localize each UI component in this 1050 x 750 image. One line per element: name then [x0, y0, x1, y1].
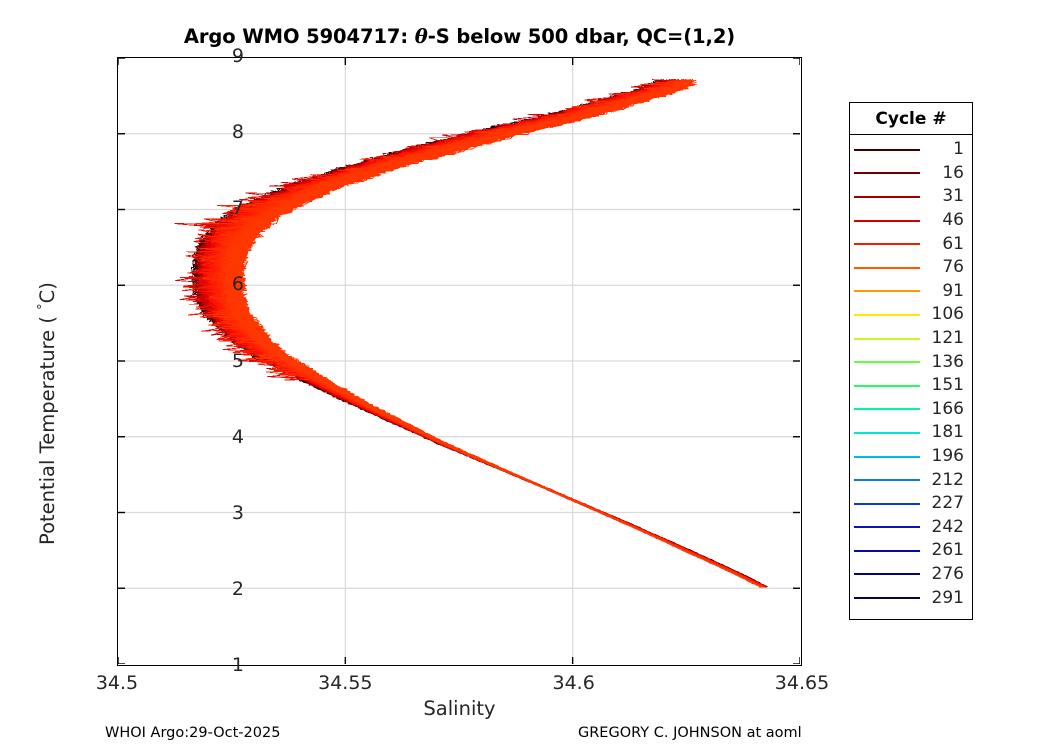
legend-item-label: 151	[931, 375, 964, 396]
legend-color-swatch	[854, 549, 920, 552]
legend-item[interactable]: 212	[850, 468, 972, 492]
legend-title: Cycle #	[850, 103, 972, 135]
y-axis-label-prefix: Potential Temperature (	[36, 309, 60, 545]
legend-item[interactable]: 121	[850, 327, 972, 351]
y-tick-label: 2	[231, 577, 244, 600]
legend-color-swatch	[854, 313, 920, 316]
legend-item-label: 76	[942, 257, 964, 278]
legend-color-swatch	[854, 148, 920, 151]
y-tick-label: 3	[231, 501, 244, 524]
legend-item-label: 106	[931, 304, 964, 325]
legend-color-swatch	[854, 431, 920, 434]
legend-items: 1 16 31 46 61 76 91 106 121 136 151 166 181 196 212 227…	[850, 135, 972, 610]
legend-item-label: 16	[942, 162, 964, 183]
legend-color-swatch	[854, 266, 920, 269]
y-axis-label: Potential Temperature ( °C)	[36, 282, 59, 545]
legend-item[interactable]: 181	[850, 421, 972, 445]
legend-item-label: 181	[931, 422, 964, 443]
chart-title-suffix: -S below 500 dbar, QC=(1,2)	[427, 25, 736, 48]
x-tick-label: 34.55	[318, 672, 373, 694]
y-axis-label-suffix: C)	[36, 282, 60, 304]
legend-item-label: 261	[931, 540, 964, 561]
legend-color-swatch	[854, 243, 920, 246]
legend-item-label: 166	[931, 398, 964, 419]
legend-item-label: 196	[931, 446, 964, 467]
x-tick-label: 34.6	[552, 672, 595, 694]
legend-item-label: 1	[953, 139, 964, 160]
legend-color-swatch	[854, 479, 920, 482]
legend-item[interactable]: 46	[850, 209, 972, 233]
legend-item[interactable]: 91	[850, 280, 972, 304]
y-tick-label: 9	[231, 45, 244, 67]
y-tick-label: 6	[231, 273, 244, 296]
legend-item[interactable]: 76	[850, 256, 972, 280]
legend-item-label: 212	[931, 469, 964, 490]
legend-item-label: 136	[931, 351, 964, 372]
y-tick-label: 4	[231, 425, 244, 448]
legend-color-swatch	[854, 455, 920, 458]
legend-item[interactable]: 166	[850, 398, 972, 422]
legend-color-swatch	[854, 502, 920, 505]
legend-item[interactable]: 151	[850, 374, 972, 398]
legend-color-swatch	[854, 172, 920, 175]
legend-item-label: 291	[931, 587, 964, 608]
legend-item-label: 91	[942, 280, 964, 301]
legend-item-label: 121	[931, 328, 964, 349]
theta-symbol: θ	[414, 25, 428, 48]
chart-title-prefix: Argo WMO 5904717:	[183, 25, 415, 48]
x-tick-label: 34.65	[774, 672, 830, 694]
legend-item-label: 227	[931, 493, 964, 514]
legend-item-label: 242	[931, 516, 964, 537]
legend-item-label: 31	[942, 186, 964, 207]
plot-area	[117, 57, 802, 666]
legend-item-label: 276	[931, 563, 964, 584]
legend-item[interactable]: 136	[850, 350, 972, 374]
x-axis-label: Salinity	[423, 697, 496, 720]
legend-color-swatch	[854, 361, 920, 364]
legend-item[interactable]: 106	[850, 303, 972, 327]
legend-item[interactable]: 16	[850, 162, 972, 186]
legend-item[interactable]: 1	[850, 138, 972, 162]
x-tick-label: 34.5	[95, 672, 139, 694]
theta-s-plot	[118, 58, 800, 664]
y-tick-label: 5	[231, 349, 244, 372]
footer-left: WHOI Argo:29-Oct-2025	[105, 725, 281, 741]
degree-symbol: °	[36, 303, 51, 310]
legend-item[interactable]: 291	[850, 586, 972, 610]
legend-color-swatch	[854, 290, 920, 293]
legend-color-swatch	[854, 526, 920, 529]
y-tick-label: 7	[231, 197, 244, 220]
y-tick-label: 1	[231, 654, 244, 676]
legend-item[interactable]: 227	[850, 492, 972, 516]
legend-color-swatch	[854, 384, 920, 387]
legend: Cycle # 1 16 31 46 61 76 91 106 121 136 151 166 181 1…	[849, 102, 973, 620]
legend-color-swatch	[854, 597, 920, 600]
legend-item[interactable]: 242	[850, 516, 972, 540]
legend-item[interactable]: 261	[850, 539, 972, 563]
legend-item-label: 61	[942, 233, 964, 254]
legend-item-label: 46	[942, 210, 964, 231]
legend-color-swatch	[854, 219, 920, 222]
legend-color-swatch	[854, 195, 920, 198]
legend-item[interactable]: 31	[850, 185, 972, 209]
legend-item[interactable]: 276	[850, 563, 972, 587]
chart-title: Argo WMO 5904717: θ-S below 500 dbar, QC…	[117, 25, 802, 48]
legend-color-swatch	[854, 337, 920, 340]
y-tick-label: 8	[231, 121, 244, 144]
legend-item[interactable]: 196	[850, 445, 972, 469]
legend-color-swatch	[854, 408, 920, 411]
footer-right: GREGORY C. JOHNSON at aoml	[578, 725, 802, 741]
legend-item[interactable]: 61	[850, 232, 972, 256]
legend-color-swatch	[854, 573, 920, 576]
